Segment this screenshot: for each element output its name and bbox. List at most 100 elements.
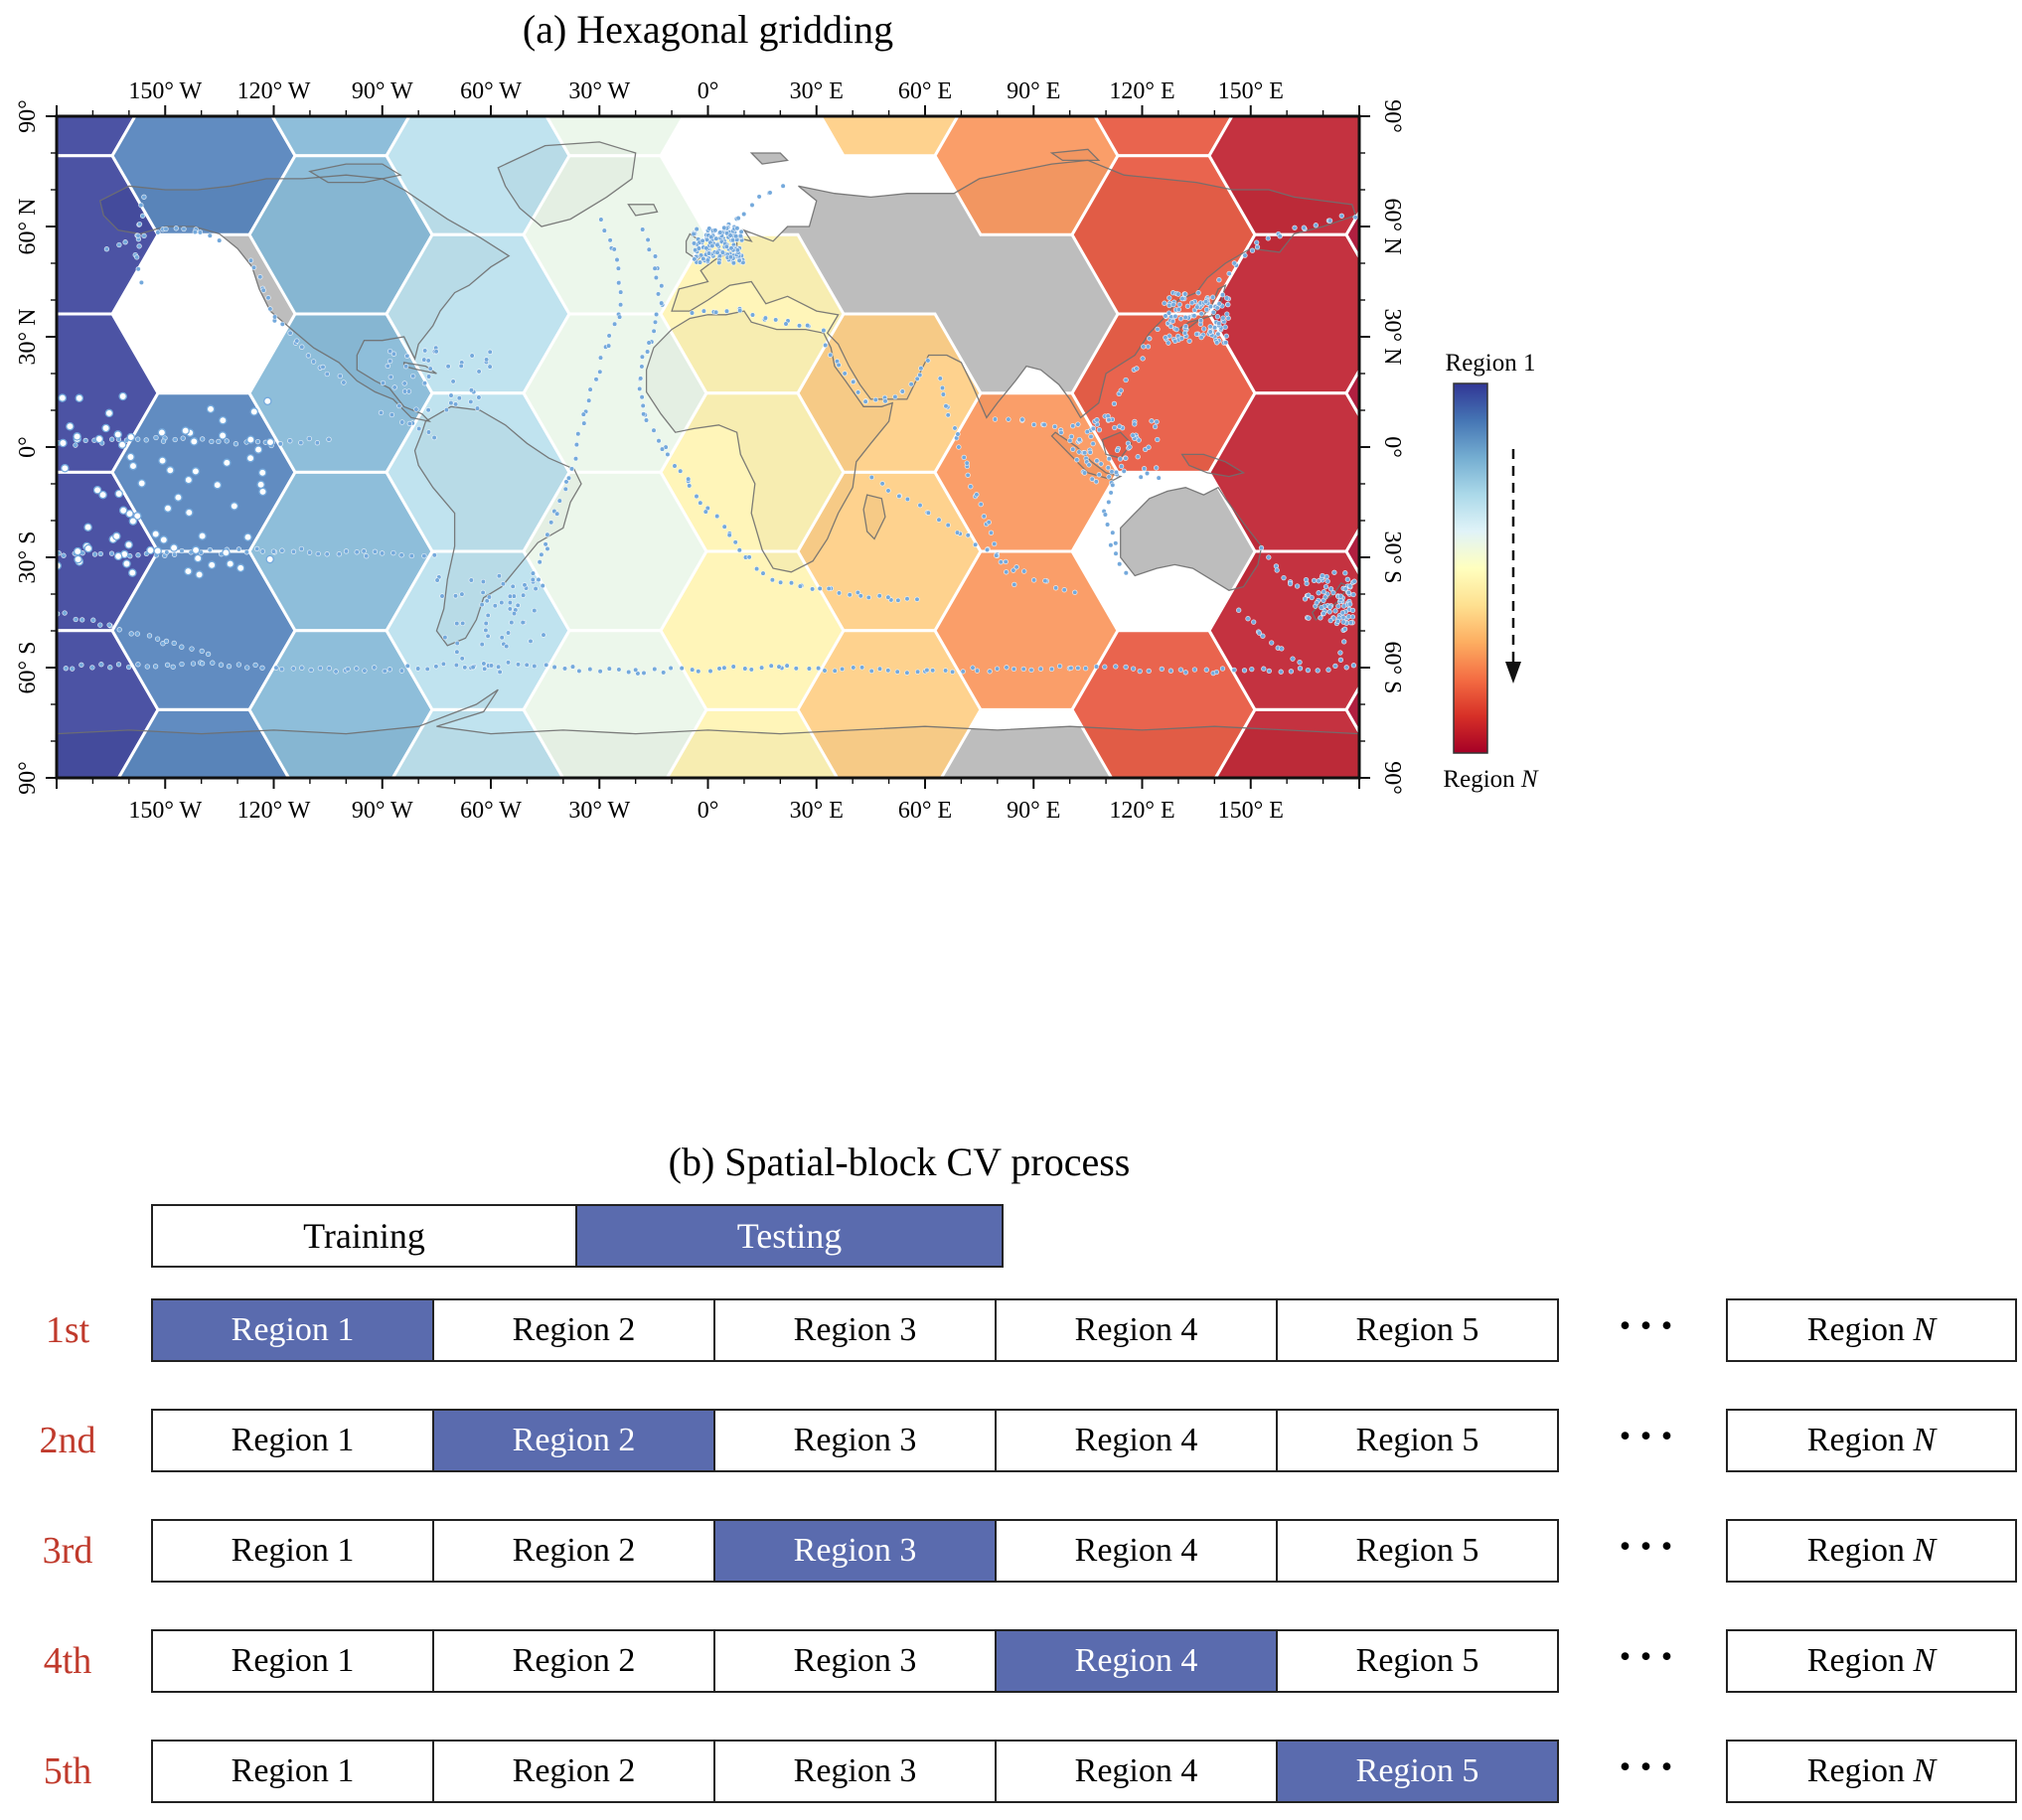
lon-tick-top: 90° W — [352, 78, 413, 104]
region-cell: Region 2 — [432, 1629, 715, 1693]
lon-tick-top: 30° W — [568, 78, 630, 104]
lon-tick-bottom: 0° — [698, 798, 719, 824]
lon-tick-bottom: 60° E — [898, 798, 952, 824]
legend-training-box: Training — [151, 1204, 577, 1268]
lon-tick-bottom: 120° W — [237, 798, 311, 824]
axis-ticks — [46, 105, 1370, 789]
panel-a-title: (a) Hexagonal gridding — [522, 7, 894, 52]
lat-tick-right: 60° S — [1379, 642, 1405, 694]
lon-tick-bottom: 150° E — [1218, 798, 1284, 824]
colorbar-bar — [1453, 382, 1488, 754]
region-cells: Region 1 Region 2 Region 3 Region 4 Region 5 — [151, 1298, 1559, 1362]
region-cell: Region 4 — [995, 1740, 1278, 1803]
region-cell-testing: Region 2 — [432, 1409, 715, 1472]
region-n-cell: Region N — [1726, 1298, 2017, 1362]
colorbar-bottom-prefix: Region — [1443, 766, 1521, 793]
cv-row: 4th Region 1 Region 2 Region 3 Region 4 Regio… — [0, 1629, 2022, 1693]
legend-testing-box: Testing — [575, 1204, 1004, 1268]
lat-tick-left: 0° — [15, 436, 41, 458]
region-n-prefix: Region — [1806, 1532, 1914, 1569]
lon-tick-top: 120° E — [1109, 78, 1174, 104]
region-cell-testing: Region 3 — [713, 1519, 997, 1583]
region-cell: Region 1 — [151, 1629, 434, 1693]
lon-tick-top: 150° W — [128, 78, 202, 104]
fold-label: 2nd — [39, 1420, 96, 1461]
region-n-symbol: N — [1913, 1422, 1937, 1458]
region-cell: Region 2 — [432, 1298, 715, 1362]
region-cell: Region 2 — [432, 1519, 715, 1583]
region-n-symbol: N — [1913, 1752, 1937, 1789]
lon-tick-bottom: 90° E — [1007, 798, 1060, 824]
lat-tick-right: 30° N — [1379, 309, 1405, 366]
region-cell: Region 4 — [995, 1298, 1278, 1362]
region-n-symbol: N — [1913, 1532, 1937, 1569]
region-cell-testing: Region 1 — [151, 1298, 434, 1362]
colorbar-gradient — [1453, 382, 1521, 754]
fold-label: 4th — [43, 1640, 92, 1682]
colorbar-bottom-label: Region N — [1411, 764, 1570, 796]
observation-dots — [57, 183, 1358, 677]
fold-label: 1st — [45, 1309, 90, 1351]
lon-tick-top: 150° E — [1218, 78, 1284, 104]
colorbar-bottom-symbol: N — [1520, 766, 1538, 793]
panel-b-title: (b) Spatial-block CV process — [668, 1139, 1131, 1184]
lon-tick-top: 120° W — [237, 78, 311, 104]
lon-tick-bottom: 30° W — [568, 798, 630, 824]
region-n-cell: Region N — [1726, 1740, 2017, 1803]
colorbar-top-label: Region 1 — [1445, 350, 1536, 377]
ellipsis: ··· — [1617, 1410, 1680, 1462]
region-cell: Region 3 — [713, 1629, 997, 1693]
lat-tick-left: 60° N — [15, 199, 41, 255]
lat-tick-left: 30° S — [15, 531, 41, 584]
region-cell: Region 3 — [713, 1409, 997, 1472]
lat-tick-right: 60° N — [1379, 199, 1405, 255]
cv-row: 1st Region 1 Region 2 Region 3 Region 4 Regio… — [0, 1298, 2022, 1362]
region-order-arrowhead — [1505, 662, 1521, 683]
region-n-cell: Region N — [1726, 1629, 2017, 1693]
lon-tick-bottom: 60° W — [460, 798, 522, 824]
region-cell: Region 5 — [1276, 1519, 1559, 1583]
region-cell: Region 2 — [432, 1740, 715, 1803]
lon-tick-top: 90° E — [1007, 78, 1060, 104]
region-cell: Region 1 — [151, 1409, 434, 1472]
region-n-prefix: Region — [1806, 1642, 1914, 1679]
ellipsis: ··· — [1617, 1299, 1680, 1352]
region-cell: Region 5 — [1276, 1298, 1559, 1362]
region-n-prefix: Region — [1806, 1311, 1914, 1348]
region-cell: Region 1 — [151, 1519, 434, 1583]
region-n-symbol: N — [1913, 1311, 1937, 1348]
lon-tick-top: 60° W — [460, 78, 522, 104]
lat-tick-right: 90° — [1379, 99, 1405, 133]
region-n-prefix: Region — [1806, 1752, 1914, 1789]
cv-row: 5th Region 1 Region 2 Region 3 Region 4 Regio… — [0, 1740, 2022, 1803]
lon-tick-bottom: 30° E — [790, 798, 844, 824]
ellipsis: ··· — [1617, 1520, 1680, 1573]
region-cell: Region 5 — [1276, 1409, 1559, 1472]
region-cells: Region 1 Region 2 Region 3 Region 4 Region 5 — [151, 1409, 1559, 1472]
region-cells: Region 1 Region 2 Region 3 Region 4 Region 5 — [151, 1629, 1559, 1693]
region-cell: Region 4 — [995, 1519, 1278, 1583]
lon-tick-top: 30° E — [790, 78, 844, 104]
region-cell-testing: Region 4 — [995, 1629, 1278, 1693]
lat-tick-left: 30° N — [15, 309, 41, 366]
lon-tick-top: 0° — [698, 78, 719, 104]
ellipsis: ··· — [1617, 1741, 1680, 1793]
lon-tick-bottom: 120° E — [1109, 798, 1174, 824]
lon-tick-bottom: 90° W — [352, 798, 413, 824]
cv-row: 2nd Region 1 Region 2 Region 3 Region 4 Regio… — [0, 1409, 2022, 1472]
lat-tick-right: 90° — [1379, 761, 1405, 795]
region-n-cell: Region N — [1726, 1409, 2017, 1472]
axis-labels: 150° W 150° W 120° W 120° W 90° W 90° W 60° W 6… — [15, 78, 1405, 824]
ellipsis: ··· — [1617, 1630, 1680, 1683]
map-content — [57, 116, 1359, 778]
region-cell: Region 4 — [995, 1409, 1278, 1472]
world-map: 150° W 150° W 120° W 120° W 90° W 90° W 60° W 6… — [15, 78, 1405, 824]
region-cells: Region 1 Region 2 Region 3 Region 4 Region 5 — [151, 1740, 1559, 1803]
region-cells: Region 1 Region 2 Region 3 Region 4 Region 5 — [151, 1519, 1559, 1583]
region-n-cell: Region N — [1726, 1519, 2017, 1583]
lat-tick-left: 90° — [15, 99, 41, 133]
cv-row: 3rd Region 1 Region 2 Region 3 Region 4 Regio… — [0, 1519, 2022, 1583]
region-cell: Region 3 — [713, 1298, 997, 1362]
region-cell: Region 5 — [1276, 1629, 1559, 1693]
lon-tick-top: 60° E — [898, 78, 952, 104]
